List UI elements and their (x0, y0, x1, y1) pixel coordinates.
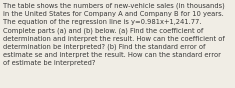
Text: The table shows the numbers of new-vehicle sales (in thousands)
in the United St: The table shows the numbers of new-vehic… (3, 3, 225, 66)
